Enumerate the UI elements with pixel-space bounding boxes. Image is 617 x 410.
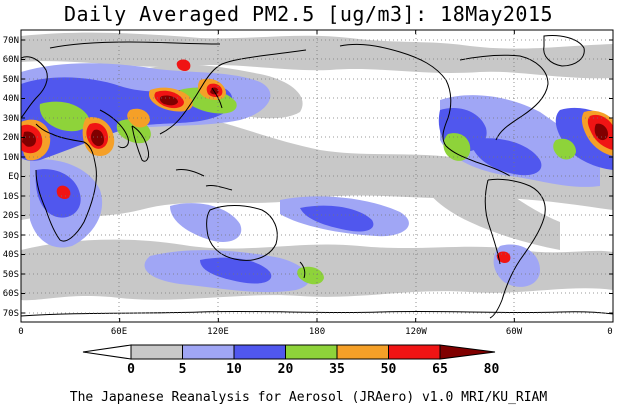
longitude-axis: 0 60E 120E 180 120W 60W 0 [18, 327, 612, 337]
credit-line: The Japanese Reanalysis for Aerosol (JRA… [69, 390, 548, 405]
legend-break-label: 50 [381, 362, 397, 377]
legend-swatch [285, 344, 338, 360]
lat-label: 40S [3, 250, 19, 260]
lat-label: 60S [3, 289, 19, 299]
lon-label: 0 [18, 327, 23, 337]
legend-swatch [336, 344, 389, 360]
lat-label: 10N [3, 153, 19, 163]
legend-swatch [82, 344, 132, 360]
legend-break-label: 20 [278, 362, 294, 377]
coastlines [21, 35, 613, 319]
lat-label: 20S [3, 211, 19, 221]
legend-swatch [233, 344, 286, 360]
lat-label: 70N [3, 36, 19, 46]
lon-label: 120E [207, 327, 229, 337]
legend-break-label: 80 [484, 362, 500, 377]
lon-label: 120W [405, 327, 427, 337]
latitude-axis: 70N 60N 50N 40N 30N 20N 10N EQ 10S 20S 3… [3, 36, 19, 319]
lat-label: 30S [3, 231, 19, 241]
lon-label: 180 [309, 327, 325, 337]
lat-label: 60N [3, 55, 19, 65]
legend-break-label: 10 [226, 362, 242, 377]
lat-label: 10S [3, 192, 19, 202]
lat-label: EQ [8, 172, 19, 182]
axis-ticks [20, 30, 614, 322]
lat-label: 50N [3, 75, 19, 85]
graticule [21, 30, 613, 322]
legend-break-label: 0 [127, 362, 135, 377]
lon-label: 60E [111, 327, 127, 337]
lat-label: 20N [3, 133, 19, 143]
pm25-field [21, 32, 613, 301]
lat-label: 30N [3, 114, 19, 124]
legend-break-label: 65 [432, 362, 448, 377]
color-legend: 0 5 10 20 35 50 65 80 [82, 344, 500, 377]
legend-break-label: 35 [329, 362, 345, 377]
legend-break-label: 5 [179, 362, 187, 377]
lon-label: 0 [607, 327, 612, 337]
legend-swatch [388, 344, 441, 360]
legend-swatch [130, 344, 183, 360]
legend-swatch [182, 344, 235, 360]
lat-label: 40N [3, 94, 19, 104]
legend-swatch [439, 344, 496, 360]
lat-label: 70S [3, 309, 19, 319]
lon-label: 60W [506, 327, 523, 337]
map-title: Daily Averaged PM2.5 [ug/m3]: 18May2015 [63, 2, 554, 26]
lat-label: 50S [3, 270, 19, 280]
